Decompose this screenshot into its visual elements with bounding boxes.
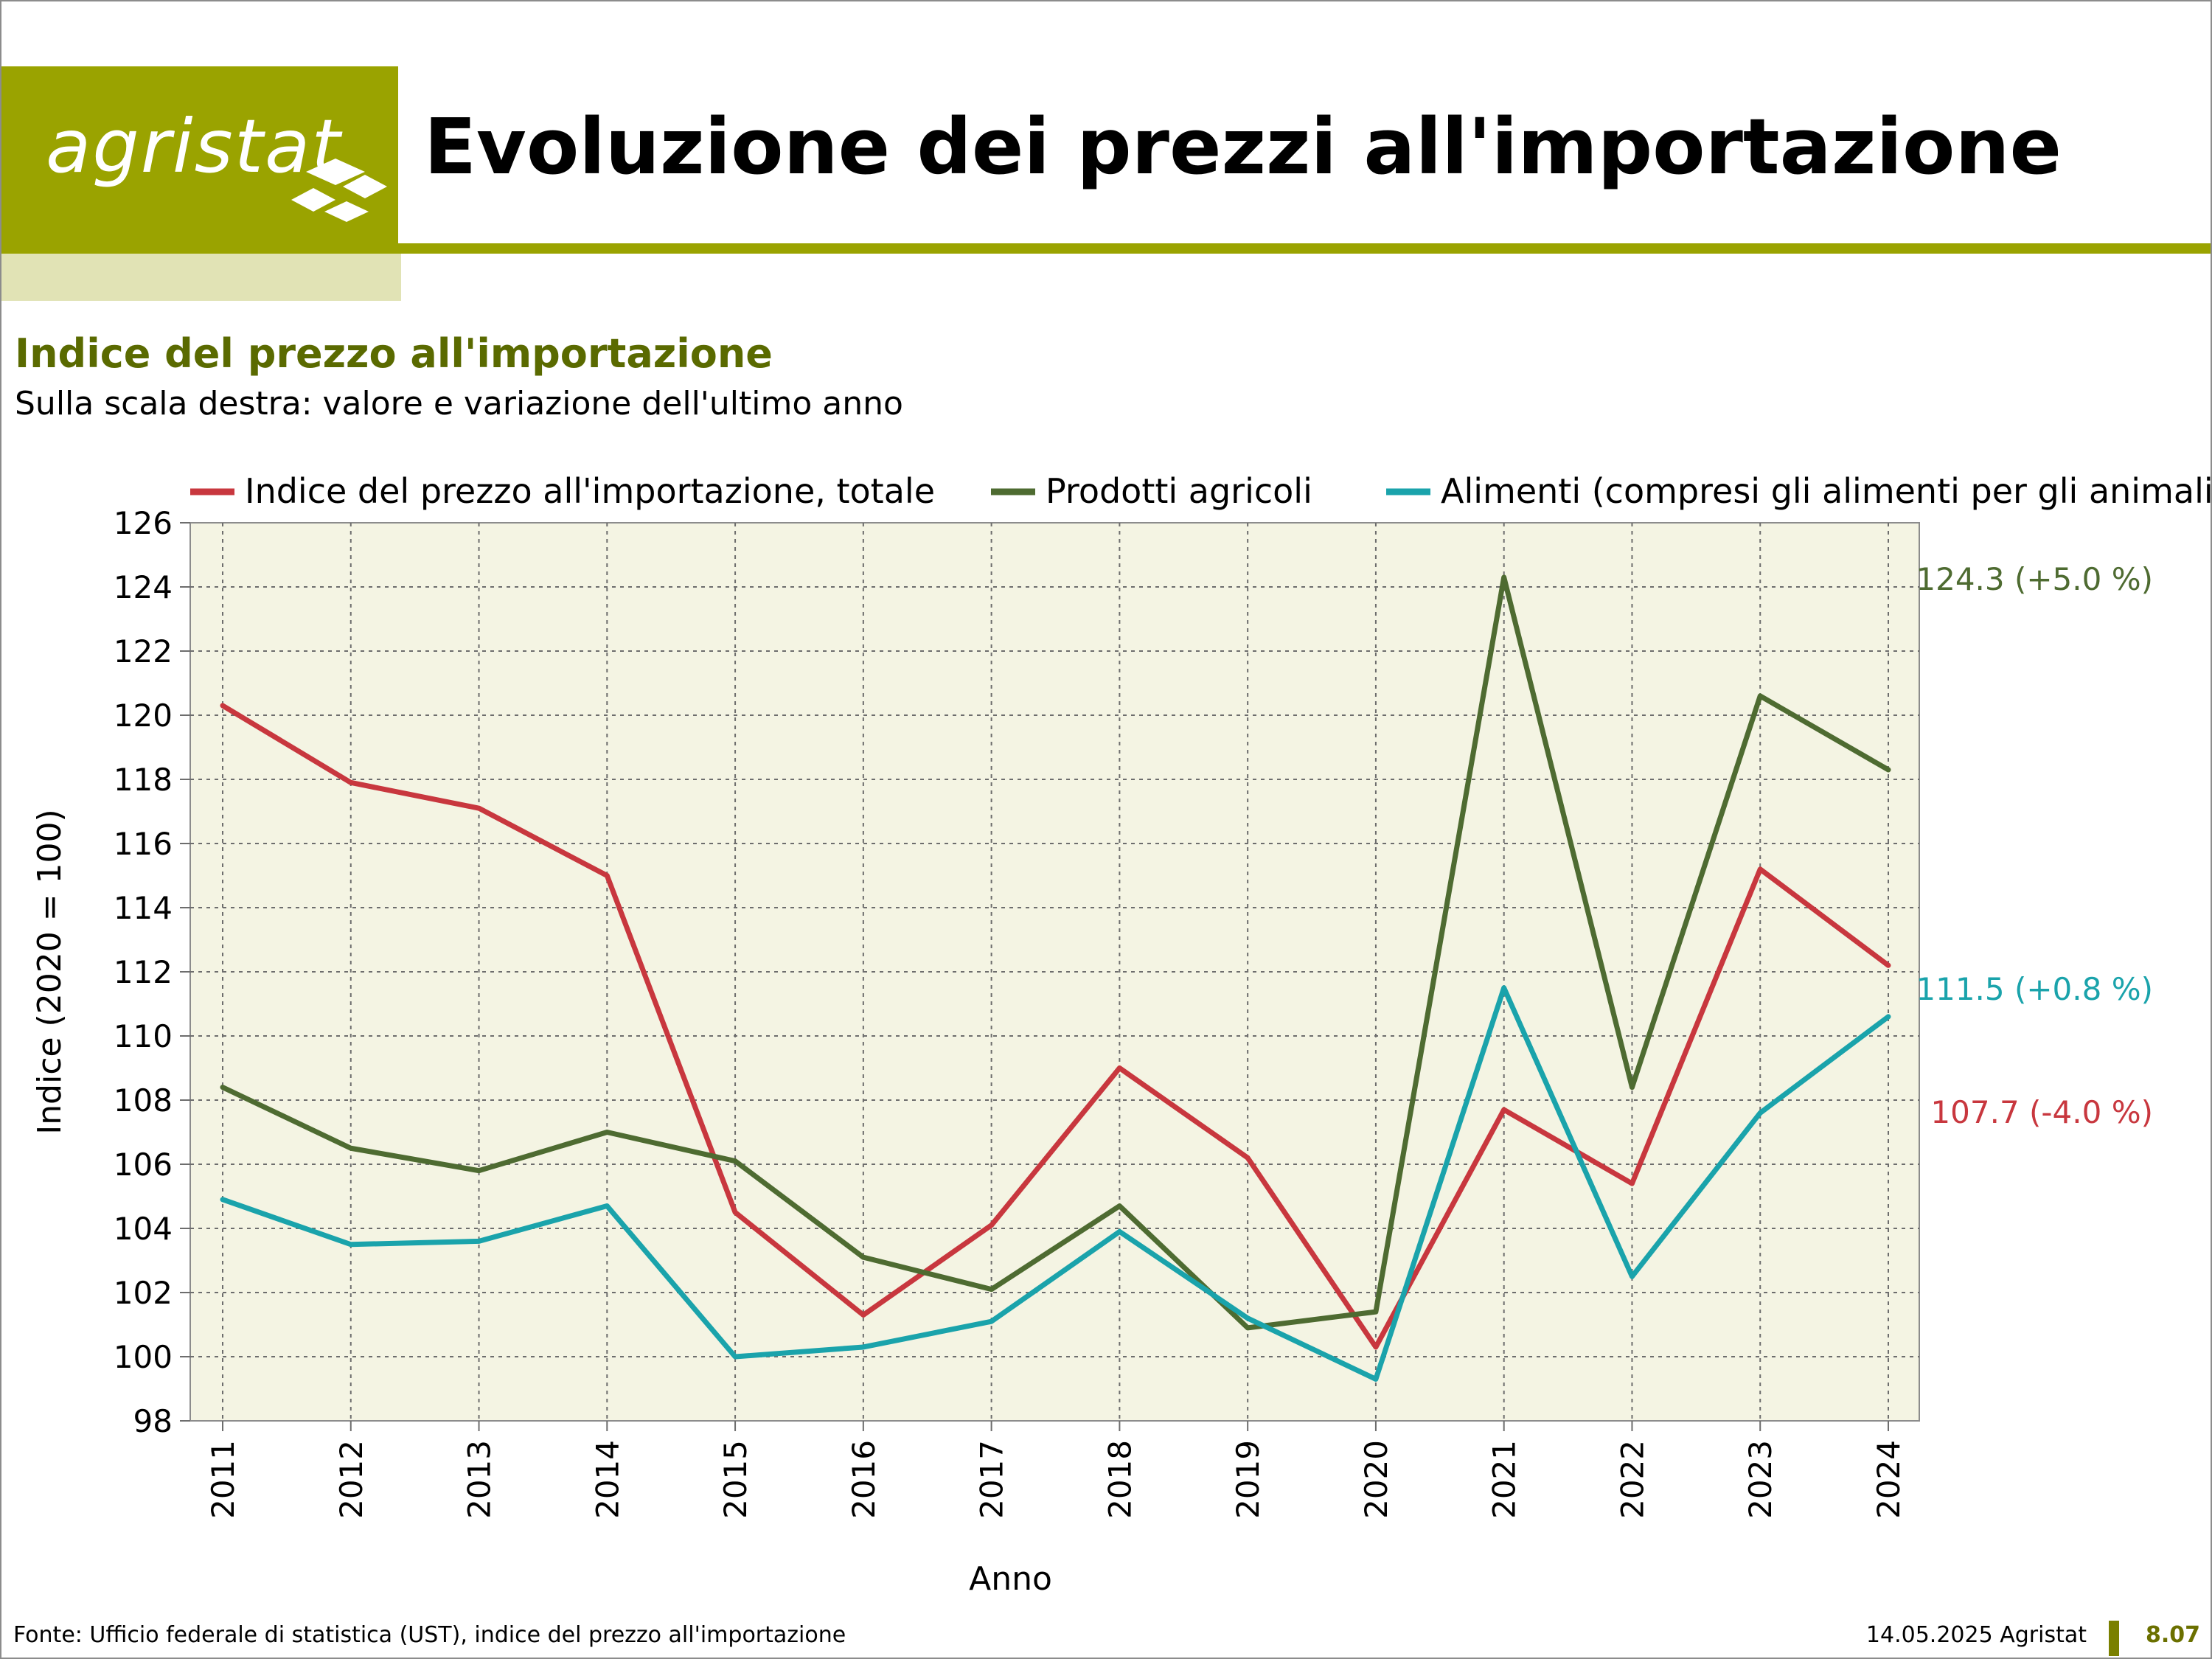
chart-title: Indice del prezzo all'importazione — [15, 330, 773, 377]
series-line-1 — [220, 703, 1891, 1350]
y-tick-label: 110 — [114, 1018, 173, 1054]
y-tick-label: 124 — [114, 569, 173, 605]
y-tick-label: 114 — [114, 890, 173, 926]
logo-diamond-icon — [291, 159, 387, 222]
header-rule — [398, 243, 2211, 254]
end-value-label: 111.5 (+0.8 %) — [1916, 971, 2153, 1007]
x-tick-label: 2015 — [717, 1440, 754, 1519]
legend-label: Prodotti agricoli — [1046, 471, 1312, 511]
x-axis-label: Anno — [969, 1560, 1052, 1598]
footer-source: Fonte: Ufficio federale di statistica (U… — [13, 1622, 846, 1648]
page-number: 8.07 — [2146, 1622, 2201, 1648]
x-tick-label: 2021 — [1486, 1440, 1523, 1519]
x-tick-label: 2019 — [1230, 1440, 1266, 1519]
x-tick-label: 2024 — [1871, 1440, 1907, 1519]
y-tick-label: 108 — [114, 1082, 173, 1119]
y-tick-label: 98 — [133, 1403, 173, 1439]
footer-divider — [2109, 1621, 2119, 1656]
y-tick-label: 126 — [114, 505, 173, 541]
legend-label: Alimenti (compresi gli alimenti per gli … — [1441, 471, 2212, 511]
x-tick-label: 2017 — [974, 1440, 1010, 1519]
x-tick-label: 2022 — [1614, 1440, 1650, 1519]
y-tick-label: 102 — [114, 1275, 173, 1311]
x-tick-label: 2018 — [1102, 1440, 1138, 1519]
legend-label: Indice del prezzo all'importazione, tota… — [245, 471, 935, 511]
x-tick-label: 2020 — [1358, 1440, 1394, 1519]
end-value-label: 124.3 (+5.0 %) — [1916, 561, 2153, 597]
x-tick-label: 2011 — [205, 1440, 241, 1519]
footer-date: 14.05.2025 Agristat — [1865, 1622, 2087, 1648]
logo-text: agristat — [46, 103, 342, 189]
x-tick-label: 2014 — [589, 1440, 625, 1519]
page-title: Evoluzione dei prezzi all'importazione — [424, 102, 2062, 192]
y-tick-label: 118 — [114, 762, 173, 798]
series-line-3 — [220, 985, 1891, 1382]
y-tick-label: 122 — [114, 633, 173, 669]
x-tick-label: 2013 — [462, 1440, 498, 1519]
chart-subtitle: Sulla scala destra: valore e variazione … — [15, 385, 903, 422]
y-axis-label: Indice (2020 = 100) — [31, 809, 69, 1134]
logo-shadow — [1, 254, 401, 301]
x-tick-label: 2016 — [846, 1440, 882, 1519]
x-tick-label: 2023 — [1742, 1440, 1778, 1519]
y-tick-label: 100 — [114, 1339, 173, 1375]
end-value-label: 107.7 (-4.0 %) — [1930, 1094, 2153, 1130]
x-tick-label: 2012 — [333, 1440, 369, 1519]
logo-box — [1, 66, 398, 254]
y-tick-label: 116 — [114, 826, 173, 862]
y-tick-label: 104 — [114, 1211, 173, 1247]
y-tick-label: 112 — [114, 954, 173, 990]
y-tick-label: 106 — [114, 1147, 173, 1183]
series-line-2 — [220, 574, 1891, 1331]
y-tick-label: 120 — [114, 698, 173, 734]
